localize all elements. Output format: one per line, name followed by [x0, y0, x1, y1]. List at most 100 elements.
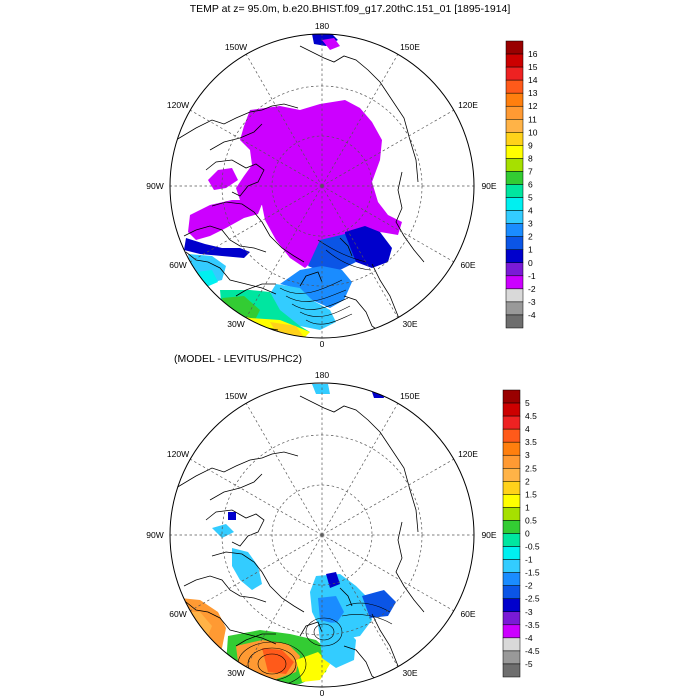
colorbar-swatch	[505, 236, 524, 250]
field-bering-magenta	[322, 38, 340, 50]
colorbar-tick-label: -4	[525, 633, 533, 643]
colorbar-tick-label: 7	[528, 166, 533, 176]
graticule-bottom	[169, 382, 475, 688]
field-bering-cyan	[312, 384, 330, 394]
field-barents-blue-b	[318, 596, 344, 624]
colorbar-swatch	[505, 314, 524, 329]
colorbar-swatch	[502, 598, 521, 613]
colorbar-swatch	[502, 402, 521, 417]
colorbar-swatch	[505, 210, 524, 224]
colorbar-swatch	[505, 262, 524, 277]
field-arctic-magenta	[236, 100, 402, 268]
colorbar-tick-label: -1	[528, 271, 536, 281]
colorbar-tick-label: 8	[528, 153, 533, 163]
colorbar-swatch	[505, 53, 524, 68]
colorbar-tick-label: -3	[525, 607, 533, 617]
graticule-top	[169, 33, 475, 339]
lon-label: 180	[315, 21, 329, 31]
colorbar-swatch	[502, 494, 521, 508]
lon-label: 90W	[146, 181, 163, 191]
lon-label: 30E	[402, 319, 417, 329]
colorbar-tick-label: 16	[528, 49, 538, 59]
lon-labels-bottom: 180 150W 150E 120W 120E 90W 90E 60W 60E …	[146, 370, 497, 698]
colorbar-swatch	[502, 481, 521, 495]
field-labrador-cyan2	[196, 270, 218, 288]
colorbar-tick-label: 11	[528, 114, 537, 124]
colorbar-swatch	[505, 275, 524, 290]
colorbar-swatch	[502, 415, 521, 430]
colorbar-tick-label: 2	[525, 476, 530, 486]
colorbar-tick-label: 13	[528, 88, 538, 98]
field-canadian-magenta	[188, 200, 262, 240]
lon-label: 120W	[167, 449, 189, 459]
colorbar-tick-label: 4	[528, 206, 533, 216]
colorbar-swatch	[505, 105, 524, 120]
colorbar-tick-label: 14	[528, 75, 538, 85]
colorbar-swatch	[505, 145, 524, 159]
field-barents-blue	[308, 234, 356, 272]
lon-label: 150W	[225, 391, 247, 401]
colorbar-swatch	[505, 119, 524, 133]
lon-label: 60W	[169, 609, 186, 619]
colorbar-swatch	[502, 624, 521, 639]
colorbar-tick-label: 0	[528, 258, 533, 268]
colorbar-swatch	[505, 132, 524, 146]
colorbar-tick-label: 3	[528, 219, 533, 229]
map-rim-top	[169, 33, 475, 339]
colorbar-tick-label: 15	[528, 62, 538, 72]
field-hudson-blue	[184, 238, 250, 258]
lon-label: 120E	[458, 100, 478, 110]
lon-label: 150E	[400, 42, 420, 52]
colorbar-tick-label: -4	[528, 310, 536, 320]
colorbar-swatch	[505, 40, 524, 55]
colorbar-swatch	[502, 559, 521, 573]
colorbar-swatch	[502, 441, 521, 456]
colorbar-tick-label: -4.5	[525, 646, 540, 656]
colorbar-swatch	[502, 520, 521, 534]
field-norwegian-cyan-b	[318, 622, 356, 668]
lon-label: 0	[320, 688, 325, 698]
field-canada-cyan2	[212, 524, 234, 538]
colorbar-tick-label: -1.5	[525, 568, 540, 578]
colorbar-tick-label: 6	[528, 180, 533, 190]
lon-label: 120E	[458, 449, 478, 459]
colorbar-swatch	[502, 650, 521, 665]
colorbar-tick-label: 0	[525, 529, 530, 539]
contours-bottom	[237, 602, 393, 687]
colorbar-tick-label: 0.5	[525, 515, 537, 525]
colorbar-tick-label: -3	[528, 297, 536, 307]
colorbar-tick-label: 1.5	[525, 489, 537, 499]
panel-bottom: (MODEL - LEVITUS/PHC2)	[146, 353, 540, 698]
colorbar-tick-label: 10	[528, 127, 538, 137]
colorbar-swatch	[505, 301, 524, 316]
field-canada-cyan	[232, 548, 262, 590]
colorbar-tick-label: 2	[528, 232, 533, 242]
colorbar-tick-label: -3.5	[525, 620, 540, 630]
polar-map-top	[175, 34, 425, 338]
colorbar-swatch	[505, 66, 524, 81]
colorbar-swatch	[505, 223, 524, 237]
colorbar-tick-label: 3	[525, 450, 530, 460]
colorbar-tick-label: 2.5	[525, 463, 537, 473]
field-spitsbergen-blue	[326, 572, 340, 588]
lon-label: 150E	[400, 391, 420, 401]
lon-label: 30W	[227, 319, 244, 329]
colorbar-swatch	[505, 79, 524, 94]
lon-label: 60W	[169, 260, 186, 270]
lon-label: 60E	[460, 260, 475, 270]
field-atlantic-red	[262, 648, 294, 674]
lon-label: 150W	[225, 42, 247, 52]
lon-label: 60E	[460, 609, 475, 619]
colorbar-swatch	[502, 572, 521, 586]
colorbar-swatch	[505, 288, 524, 303]
colorbar-swatch	[505, 92, 524, 107]
lon-label: 90E	[481, 530, 496, 540]
field-atlantic-yellow-b	[296, 652, 330, 682]
colorbar-tick-label: 5	[528, 193, 533, 203]
colorbar-swatch	[502, 663, 521, 678]
field-canada-islands-magenta	[208, 168, 238, 190]
field-barents-mid	[280, 266, 352, 308]
colorbar-swatch	[502, 428, 521, 443]
